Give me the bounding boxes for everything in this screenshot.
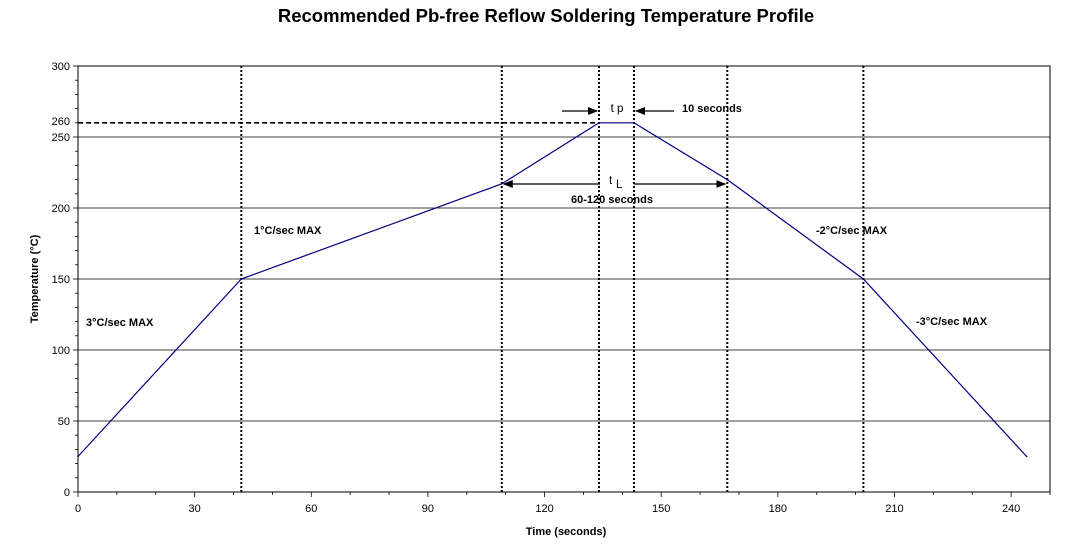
y-tick-label-150: 150 [52,274,70,286]
y-tick-label-200: 200 [52,203,70,215]
tl-value-label: 60-120 seconds [571,194,653,206]
profile-point-3 [500,183,503,185]
y-tick-label-0: 0 [64,487,70,499]
x-tick-label-0: 0 [75,503,81,515]
ramp-rate-2-label: 1°C/sec MAX [254,225,322,237]
profile-point-6 [726,178,729,181]
x-tick-label-30: 30 [189,503,201,515]
tp-label: t p [611,103,624,115]
profile-point-7 [862,278,865,280]
y-tick-label-250: 250 [52,132,70,144]
temperature-profile-line [77,122,1028,457]
tl-label-subscript: L [616,179,623,191]
profile-point-2 [240,278,243,280]
profile-point-8 [1025,455,1028,458]
x-tick-label-240: 240 [1002,503,1020,515]
tp-value-label: 10 seconds [682,103,742,115]
y-axis-title: Temperature (°C) [29,234,41,323]
ramp-rate-4-label: -3°C/sec MAX [916,316,988,328]
y-tick-label-50: 50 [58,416,70,428]
x-tick-label-210: 210 [885,503,903,515]
y-tick-label-100: 100 [52,345,70,357]
x-axis-title: Time (seconds) [526,526,607,538]
x-tick-label-150: 150 [652,503,670,515]
x-tick-label-180: 180 [769,503,787,515]
ramp-rate-3-label: -2°C/sec MAX [816,225,888,237]
y-tick-label-300: 300 [52,61,70,73]
tl-label: t [609,175,613,187]
chart-title: Recommended Pb-free Reflow Soldering Tem… [277,5,815,26]
profile-point-4 [598,122,600,124]
x-tick-label-90: 90 [422,503,434,515]
ramp-rate-1-label: 3°C/sec MAX [86,317,154,329]
x-tick-label-60: 60 [305,503,317,515]
profile-point-5 [633,122,635,124]
x-tick-label-120: 120 [535,503,553,515]
y-tick-label-260: 260 [52,116,70,128]
